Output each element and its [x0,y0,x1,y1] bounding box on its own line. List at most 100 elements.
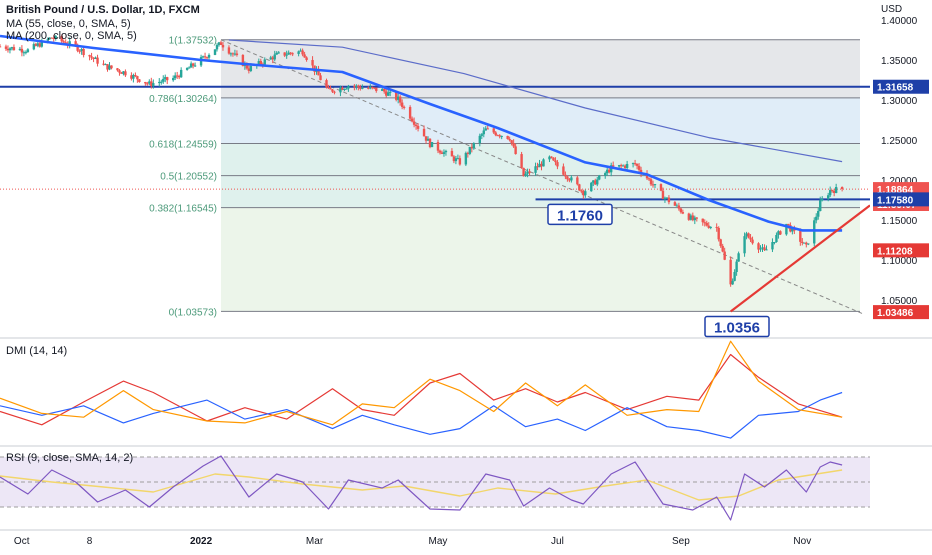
candle-body [723,251,726,260]
candle-body [817,211,820,217]
candle-body [104,64,107,66]
price-tick-label: 1.25000 [881,136,918,147]
candle-body [834,186,838,193]
candle-body [424,136,428,141]
candle-body [757,243,760,250]
candle-body [76,44,79,51]
candle-body [442,152,446,154]
candle-body [311,59,314,66]
resistance-annotation-box [547,203,613,226]
candle-body [62,41,65,43]
candle-body [297,51,300,54]
candle-body [410,118,414,122]
candle-body [542,159,545,167]
candle-body [832,191,836,193]
rsi-ma-line [0,469,843,501]
candle-body [705,222,708,226]
candle-body [24,52,28,54]
candle-body [440,152,444,154]
candle-body [229,53,233,55]
candle-body [215,45,219,50]
candle-body [639,169,643,174]
candle-body [510,140,513,144]
candle-body [436,142,440,151]
candle-body [52,37,55,39]
candle-body [596,179,599,185]
dmi-dmi_plus-line [0,391,843,439]
price-badge-label: 1.17580 [877,195,914,206]
candle-body [285,54,288,56]
candle-body [496,135,499,137]
candle-body [512,143,515,147]
candle-body [203,56,207,58]
candle-body [625,163,629,168]
candle-body [717,227,720,240]
candle-body [466,152,470,154]
candle-body [327,87,330,89]
candle-body [36,43,40,46]
candle-body [271,57,274,60]
candle-body [40,40,44,47]
candle-body [136,76,139,80]
candle-body [540,163,543,167]
dmi-adx-line [0,340,843,426]
candle-body [747,233,750,238]
candle-body [305,57,308,60]
candle-body [172,78,175,81]
candle-body [637,165,641,170]
candle-body [438,150,442,153]
candle-body [566,176,569,180]
candle-body [381,88,384,91]
candle-body [144,82,147,84]
candle-body [130,75,133,79]
candle-body [387,92,390,96]
candle-body [383,88,386,92]
candle-body [580,190,583,192]
candle-body [78,50,81,52]
low-annotation-label: 1.0356 [714,320,760,337]
rising-trendline [729,204,871,313]
price-badge [873,305,929,320]
candle-body [606,169,609,174]
candle-body [695,217,698,219]
candle-body [116,68,119,71]
candle-body [731,280,734,285]
fib-zone [220,175,860,208]
ma55-line [0,34,843,232]
fib-zone [220,207,860,312]
candle-body [385,91,388,96]
candle-body [152,83,155,86]
candle-body [582,190,585,196]
candle-body [522,167,525,177]
candle-body [749,237,752,240]
candle-body [799,230,802,242]
candle-body [124,71,127,76]
dmi-dmi_minus-line [0,353,843,426]
candle-body [90,56,93,58]
candle-body [187,67,191,69]
candle-body [621,165,625,167]
candle-body [470,146,474,149]
candle-body [803,242,806,244]
candle-body [257,60,261,65]
candle-body [645,173,649,179]
candle-body [259,60,263,65]
candle-body [508,139,511,141]
candle-body [667,197,671,203]
candle-body [468,146,472,154]
candle-body [815,216,818,221]
fib-level-label: 0.618(1.24559) [149,140,217,151]
candle-body [452,156,456,162]
ma200-line [228,39,843,163]
candle-body [500,135,503,137]
candle-body [134,75,137,77]
candle-body [291,53,294,55]
candle-body [681,212,685,214]
candle-body [231,53,235,55]
candle-body [369,86,372,89]
candle-body [534,166,537,173]
time-tick-label: 8 [87,536,93,547]
candle-body [122,71,125,74]
candle-body [345,88,348,90]
